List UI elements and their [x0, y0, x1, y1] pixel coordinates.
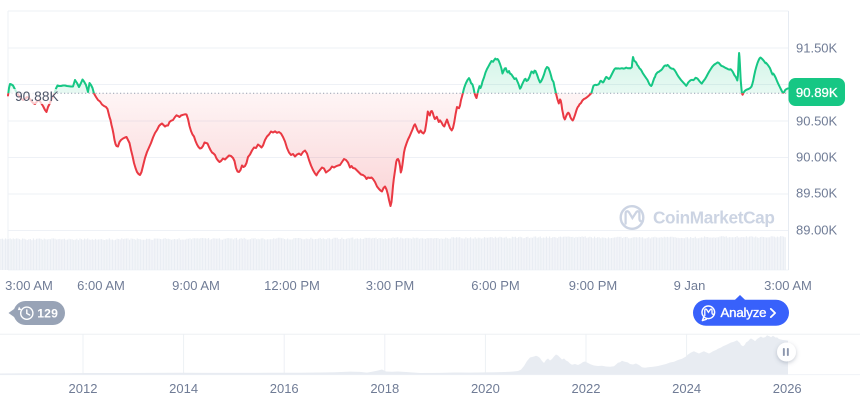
svg-text:90.50K: 90.50K: [796, 114, 838, 129]
svg-text:90.00K: 90.00K: [796, 150, 838, 165]
svg-text:9 Jan: 9 Jan: [674, 278, 706, 293]
svg-text:2020: 2020: [471, 381, 500, 396]
svg-text:129: 129: [37, 306, 58, 320]
svg-text:2026: 2026: [773, 381, 802, 396]
svg-text:89.00K: 89.00K: [796, 223, 838, 238]
svg-text:2012: 2012: [69, 381, 98, 396]
svg-text:9:00 PM: 9:00 PM: [569, 278, 617, 293]
svg-text:89.50K: 89.50K: [796, 186, 838, 201]
svg-text:90.89K: 90.89K: [796, 85, 838, 100]
svg-text:Analyze: Analyze: [721, 305, 767, 320]
svg-text:2014: 2014: [169, 381, 198, 396]
svg-text:2024: 2024: [672, 381, 701, 396]
svg-text:6:00 PM: 6:00 PM: [471, 278, 519, 293]
svg-text:3:00 AM: 3:00 AM: [5, 278, 53, 293]
svg-text:2018: 2018: [370, 381, 399, 396]
svg-text:3:00 PM: 3:00 PM: [366, 278, 414, 293]
svg-text:3:00 AM: 3:00 AM: [764, 278, 812, 293]
svg-text:CoinMarketCap: CoinMarketCap: [653, 208, 775, 228]
svg-text:2016: 2016: [270, 381, 299, 396]
svg-text:9:00 AM: 9:00 AM: [172, 278, 220, 293]
svg-text:6:00 AM: 6:00 AM: [77, 278, 125, 293]
svg-text:90.88K: 90.88K: [15, 89, 60, 104]
svg-text:91.50K: 91.50K: [796, 41, 838, 56]
svg-text:2022: 2022: [572, 381, 601, 396]
svg-text:12:00 PM: 12:00 PM: [264, 278, 320, 293]
